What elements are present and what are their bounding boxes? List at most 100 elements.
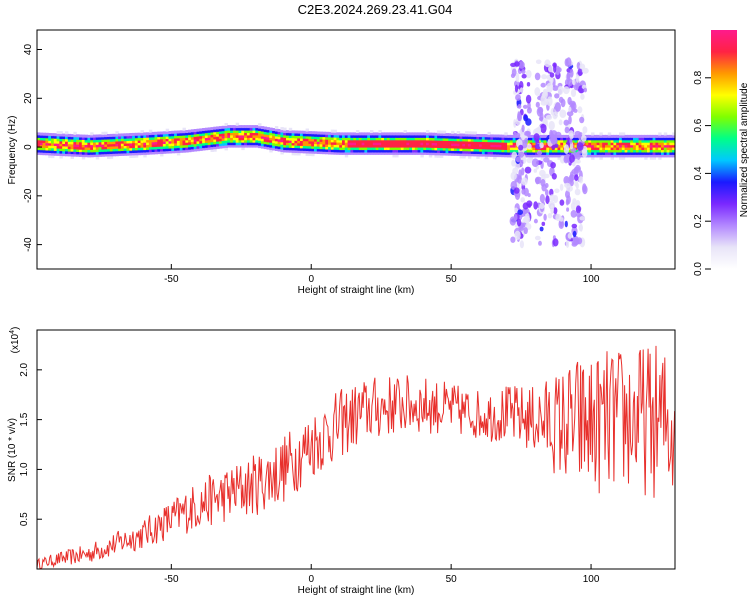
spectrogram-cell bbox=[129, 152, 133, 156]
spectrogram-cell bbox=[647, 137, 651, 141]
spectrogram-cell bbox=[655, 134, 659, 138]
spectrogram-cell bbox=[269, 147, 273, 151]
spectrogram-cell bbox=[456, 131, 461, 134]
spectrogram-noise-blob bbox=[519, 87, 524, 93]
spectrogram-cell bbox=[168, 135, 172, 139]
spectrogram-cell bbox=[532, 147, 536, 151]
spectrogram-cell bbox=[507, 142, 511, 146]
spectrogram-noise-blob bbox=[533, 168, 538, 173]
spectrogram-cell bbox=[84, 142, 88, 145]
spectrogram-cell bbox=[126, 135, 130, 139]
spectrogram-cell bbox=[87, 144, 91, 148]
spectrogram-cell bbox=[616, 144, 620, 148]
spectrogram-cell bbox=[190, 134, 195, 138]
spectrogram-cell bbox=[336, 139, 340, 143]
spectrogram-cell bbox=[162, 143, 167, 147]
spectrogram-cell bbox=[409, 139, 413, 143]
spectrogram-cell bbox=[151, 136, 156, 140]
spectrogram-cell bbox=[104, 139, 108, 142]
spectrogram-noise-blob bbox=[526, 82, 531, 87]
spectrogram-cell bbox=[666, 147, 670, 151]
spectrogram-cell bbox=[398, 142, 402, 146]
spectrogram-cell bbox=[439, 135, 444, 139]
spectrogram-cell bbox=[269, 132, 273, 136]
spectrogram-cell bbox=[204, 147, 209, 151]
spectrogram-cell bbox=[593, 149, 598, 153]
spectrogram-cell bbox=[467, 141, 472, 144]
spectrogram-cell bbox=[389, 149, 393, 153]
spectrogram-cell bbox=[286, 130, 290, 134]
spectrogram-cell bbox=[616, 151, 620, 155]
spectrogram-cell bbox=[353, 142, 357, 146]
spectrogram-cell bbox=[101, 144, 105, 147]
spectrogram-cell bbox=[62, 141, 66, 144]
spectrogram-cell bbox=[593, 147, 598, 151]
spectrogram-cell bbox=[188, 129, 192, 133]
spectrogram-cell bbox=[663, 137, 668, 141]
spectrogram-cell bbox=[45, 137, 49, 141]
spectrogram-cell bbox=[90, 142, 94, 146]
spectrogram-cell bbox=[672, 154, 675, 158]
spectrogram-cell bbox=[509, 137, 514, 141]
spectrogram-cell bbox=[467, 148, 472, 152]
spectrogram-cell bbox=[283, 130, 287, 133]
spectrogram-cell bbox=[666, 137, 670, 141]
spectrogram-cell bbox=[358, 144, 363, 148]
spectrogram-noise-blob bbox=[572, 230, 577, 238]
spectrogram-cell bbox=[190, 146, 195, 150]
spectrogram-cell bbox=[535, 151, 539, 155]
spectrogram-cell bbox=[283, 147, 287, 151]
spectrogram-cell bbox=[115, 131, 119, 135]
spectrogram-cell bbox=[381, 149, 385, 153]
spectrogram-cell bbox=[176, 142, 181, 146]
spectrogram-cell bbox=[81, 151, 86, 155]
spectrogram-cell bbox=[364, 139, 368, 143]
spectrogram-cell bbox=[176, 140, 181, 144]
spectrogram-y-tick-label: 40 bbox=[23, 44, 34, 56]
spectrogram-noise-blob bbox=[526, 107, 532, 114]
spectrogram-cell bbox=[487, 151, 491, 155]
spectrogram-cell bbox=[213, 136, 217, 140]
spectrogram-cell bbox=[607, 137, 612, 141]
spectrogram-cell bbox=[129, 133, 133, 136]
spectrogram-y-tick-label: -20 bbox=[23, 188, 34, 203]
spectrogram-cell bbox=[350, 147, 354, 151]
spectrogram-cell bbox=[246, 132, 251, 136]
snr-y-tick-label: 2.0 bbox=[19, 362, 30, 376]
spectrogram-cell bbox=[356, 144, 360, 148]
spectrogram-cell bbox=[591, 147, 595, 151]
spectrogram-cell bbox=[663, 142, 668, 146]
spectrogram-cell bbox=[81, 146, 86, 150]
spectrogram-cell bbox=[649, 142, 654, 146]
spectrogram-cell bbox=[330, 141, 335, 145]
spectrogram-cell bbox=[512, 137, 517, 141]
spectrogram-cell bbox=[459, 145, 463, 149]
spectrogram-cell bbox=[93, 141, 97, 145]
spectrogram-cell bbox=[599, 139, 603, 143]
spectrogram-cell bbox=[302, 147, 307, 151]
spectrogram-cell bbox=[134, 147, 139, 151]
spectrogram-noise-blob bbox=[554, 93, 560, 99]
spectrogram-noise-blob bbox=[548, 200, 555, 209]
spectrogram-cell bbox=[361, 139, 365, 143]
spectrogram-cell bbox=[302, 133, 307, 137]
spectrogram-cell bbox=[470, 141, 475, 145]
spectrogram-cell bbox=[412, 144, 416, 148]
spectrogram-cell bbox=[649, 151, 654, 155]
spectrogram-cell bbox=[392, 139, 396, 143]
spectrogram-cell bbox=[160, 133, 164, 137]
spectrogram-cell bbox=[176, 152, 181, 156]
spectrogram-cell bbox=[274, 128, 279, 132]
spectrogram-cell bbox=[134, 142, 139, 146]
spectrogram-cell bbox=[563, 154, 567, 158]
spectrogram-cell bbox=[157, 134, 161, 138]
spectrogram-cell bbox=[378, 144, 382, 148]
spectrogram-cell bbox=[171, 145, 175, 149]
spectrogram-cell bbox=[260, 138, 265, 142]
spectrogram-cell bbox=[118, 153, 122, 156]
spectrogram-noise-blob bbox=[559, 217, 564, 222]
spectrogram-cell bbox=[39, 142, 44, 146]
spectrogram-noise-blob bbox=[556, 67, 562, 73]
spectrogram-cell bbox=[79, 141, 83, 145]
spectrogram-cell bbox=[384, 147, 388, 151]
